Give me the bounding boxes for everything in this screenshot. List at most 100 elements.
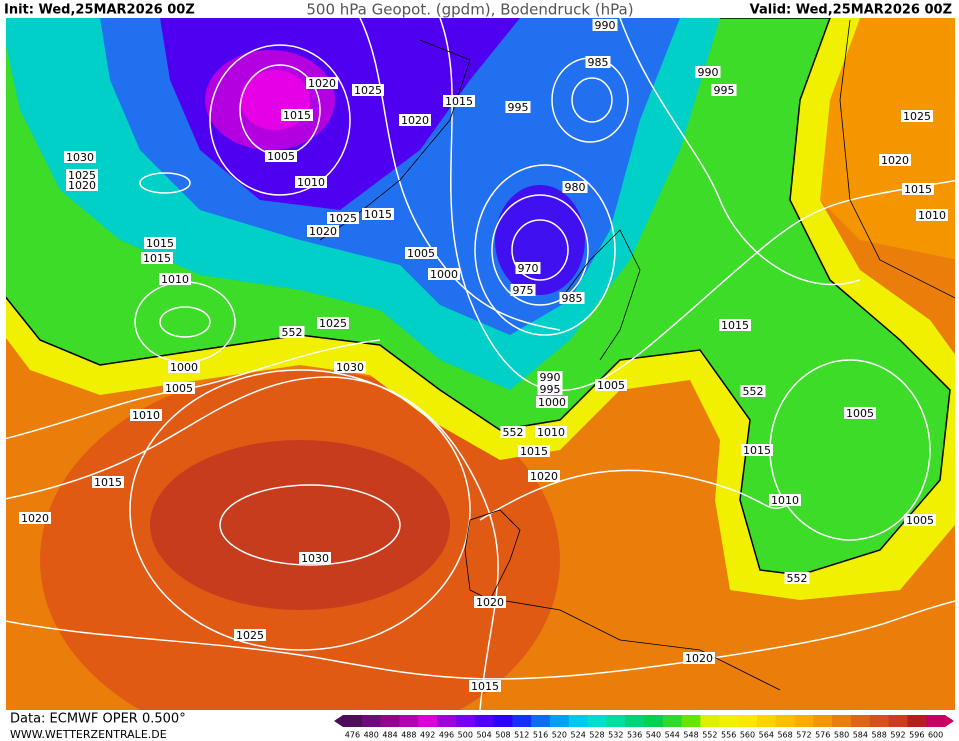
isobar-label-box — [428, 268, 460, 280]
isobar-label-box — [168, 361, 200, 373]
isobar-label: 1020 — [401, 114, 429, 127]
scale-label: 528 — [589, 731, 604, 740]
scale-label: 524 — [571, 731, 586, 740]
scale-swatch — [700, 715, 720, 727]
scale-swatch — [832, 715, 852, 727]
isobar-label-box — [592, 19, 618, 31]
isobar-label-box — [443, 95, 475, 107]
isobar-label-box — [265, 150, 297, 162]
isobar-label: 1015 — [721, 319, 749, 332]
isobar-label: 1015 — [743, 444, 771, 457]
isobar-label: 1005 — [846, 407, 874, 420]
isobar-label-box — [327, 212, 359, 224]
isobar-label-box — [536, 396, 568, 408]
scale-swatch — [606, 715, 626, 727]
site-name: WWW.WETTERZENTRALE.DE — [10, 728, 167, 741]
scale-swatch — [907, 715, 927, 727]
isobar-label: 1015 — [445, 95, 473, 108]
scale-label: 596 — [909, 731, 924, 740]
isobar-label-box — [741, 444, 773, 456]
init-time: Init: Wed,25MAR2026 00Z — [4, 3, 195, 18]
scale-label: 520 — [552, 731, 567, 740]
scale-label: 544 — [665, 731, 680, 740]
isobar-label: 1020 — [881, 154, 909, 167]
scale-label: 536 — [627, 731, 642, 740]
scale-label: 588 — [872, 731, 887, 740]
isobar-label: 1025 — [903, 110, 931, 123]
isobar-label-box — [683, 652, 715, 664]
isobar-label-box — [474, 596, 506, 608]
isobar-label-box — [902, 183, 934, 195]
scale-swatch — [493, 715, 513, 727]
isobar-label: 1020 — [21, 512, 49, 525]
isobar-label-box — [295, 176, 327, 188]
isobar-label: 970 — [518, 262, 539, 275]
scale-swatch — [343, 715, 363, 727]
scale-label: 496 — [439, 731, 454, 740]
scale-swatch — [662, 715, 683, 727]
isobar-label-box — [307, 225, 339, 237]
isobar-label: 552 — [503, 426, 524, 439]
scale-arrow — [945, 715, 954, 727]
isobar-label-box — [130, 409, 162, 421]
isobar-label-box — [19, 512, 51, 524]
isobar-label-box — [904, 514, 936, 526]
isobar-label-box — [916, 209, 948, 221]
scale-swatch — [549, 715, 570, 727]
isobar-label: 990 — [540, 371, 561, 384]
scale-swatch — [926, 715, 946, 727]
isobar-label-box — [334, 361, 366, 373]
scale-swatch — [380, 715, 400, 727]
isobar-label-box — [159, 273, 191, 285]
isobar-label: 990 — [698, 66, 719, 79]
scale-label: 576 — [815, 731, 830, 740]
valid-time: Valid: Wed,25MAR2026 00Z — [750, 3, 952, 18]
isobar-label: 1020 — [308, 77, 336, 90]
isobar-label-box — [163, 382, 195, 394]
low-violet — [495, 185, 585, 295]
scale-swatch — [681, 715, 701, 727]
scale-label: 504 — [476, 731, 491, 740]
scale-swatch — [568, 715, 589, 727]
isobar-label-box — [695, 66, 721, 78]
isobar-label: 1005 — [267, 150, 295, 163]
field-dark-red — [150, 440, 450, 610]
isobar-label-box — [784, 572, 810, 584]
isobar-label: 1005 — [906, 514, 934, 527]
isobar-label: 1005 — [165, 382, 193, 395]
isobar-label: 1030 — [301, 552, 329, 565]
isobar-label-box — [306, 77, 338, 89]
isobar-label: 1005 — [407, 247, 435, 260]
isobar-label: 1015 — [146, 237, 174, 250]
scale-label: 532 — [608, 731, 623, 740]
isobar-label: 1015 — [520, 445, 548, 458]
data-source: Data: ECMWF OPER 0.500° — [10, 712, 186, 727]
isobar-label: 1025 — [329, 212, 357, 225]
isobar-label-box — [66, 179, 98, 191]
isobar-label: 980 — [565, 181, 586, 194]
scale-label: 516 — [533, 731, 548, 740]
isobar-label-box — [144, 237, 176, 249]
isobar-label: 1010 — [537, 426, 565, 439]
isobar-label: 1005 — [597, 379, 625, 392]
scale-swatch — [644, 715, 664, 727]
scale-label: 540 — [646, 731, 661, 740]
scale-label: 552 — [702, 731, 717, 740]
scale-swatch — [512, 715, 532, 727]
scale-swatch — [625, 715, 645, 727]
isobar-label: 1020 — [530, 470, 558, 483]
isobar-label-box — [505, 101, 531, 113]
scale-swatch — [775, 715, 795, 727]
isobar-label: 1020 — [309, 225, 337, 238]
scale-label: 548 — [683, 731, 698, 740]
isobar-label: 1010 — [132, 409, 160, 422]
isobar-label: 1030 — [336, 361, 364, 374]
map-field — [6, 18, 955, 710]
isobar-label-box — [510, 284, 536, 296]
isobar-label: 1010 — [918, 209, 946, 222]
isobar-label-box — [234, 629, 266, 641]
isobar-label-box — [299, 552, 331, 564]
scale-swatch — [813, 715, 833, 727]
color-scale: 476 480 484 488 492 496 500 504 508 512 516 520 524 5… — [334, 715, 954, 740]
